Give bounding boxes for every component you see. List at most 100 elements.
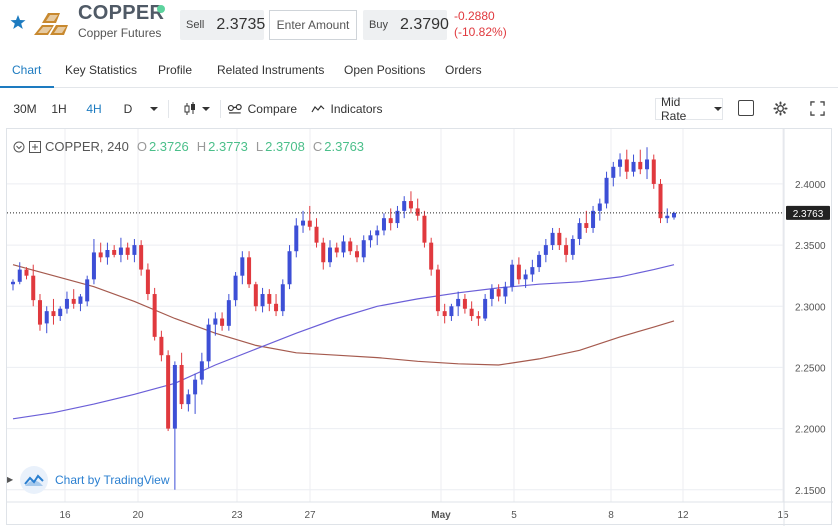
chart-style-toggle[interactable]	[738, 100, 754, 116]
candle-body	[152, 294, 157, 337]
candle-body	[314, 226, 319, 243]
amount-input[interactable]	[269, 10, 357, 40]
low-value: 2.3708	[265, 139, 305, 154]
chart-toolbar: 30M 1H 4H D Compare Indicators Mid Rate	[0, 95, 838, 123]
candle-body	[213, 318, 218, 325]
x-axis-tick-label: May	[431, 510, 451, 521]
candle-body	[328, 247, 333, 263]
market-status-dot	[157, 5, 165, 13]
tab-chart[interactable]: Chart	[12, 63, 42, 77]
chevron-down-icon	[202, 107, 210, 111]
high-label: H	[196, 139, 207, 154]
candle-body	[584, 223, 589, 228]
candle-body	[658, 183, 663, 219]
candle-body	[301, 220, 306, 226]
tab-related-instruments[interactable]: Related Instruments	[217, 63, 325, 77]
x-axis-tick-label: 23	[231, 510, 243, 521]
candle-body	[24, 269, 29, 276]
candle-body	[105, 249, 110, 258]
active-tab-indicator	[0, 86, 54, 88]
toolbar-divider	[220, 100, 221, 118]
candle-body	[139, 245, 144, 270]
candle-body	[321, 242, 326, 263]
candle-body	[381, 218, 386, 231]
buy-button[interactable]: Buy 2.3790	[363, 10, 449, 40]
x-axis-tick-label: 5	[511, 510, 517, 521]
add-symbol-icon[interactable]	[29, 140, 41, 153]
x-axis-tick-label: 12	[677, 510, 689, 521]
candle-body	[469, 308, 474, 317]
interval-4h-button[interactable]: 4H	[86, 102, 102, 116]
buy-price: 2.3790	[399, 16, 449, 33]
tab-open-positions[interactable]: Open Positions	[344, 63, 426, 77]
tab-orders[interactable]: Orders	[445, 63, 482, 77]
sell-button[interactable]: Sell 2.3735	[180, 10, 265, 40]
candlestick-chart[interactable]: 2.1500 2.2000 2.2500 2.3000 2.3500 2.4000 16 20…	[7, 129, 833, 526]
candle-body	[523, 274, 528, 280]
candle-body	[570, 238, 575, 255]
open-value: 2.3726	[148, 139, 189, 154]
y-axis-tick-label: 2.3000	[795, 302, 826, 313]
candle-body	[604, 177, 609, 204]
price-chart[interactable]: 2.1500 2.2000 2.2500 2.3000 2.3500 2.4000 16 20…	[6, 128, 833, 526]
candle-body	[294, 225, 299, 252]
candle-body	[402, 201, 407, 211]
candle-body	[125, 247, 130, 255]
candle-body	[537, 254, 542, 268]
candle-body	[64, 298, 69, 309]
candle-body	[78, 296, 83, 304]
scroll-left-icon[interactable]: ▶	[7, 475, 14, 484]
instrument-header: COPPER Copper Futures Sell 2.3735 Buy 2.…	[0, 0, 838, 52]
instrument-subtitle: Copper Futures	[78, 26, 162, 40]
change-percent: (-10.82%)	[454, 25, 507, 39]
price-type-value: Mid Rate	[661, 95, 687, 123]
tab-key-statistics[interactable]: Key Statistics	[65, 63, 138, 77]
low-label: L	[255, 139, 264, 154]
candle-body	[483, 298, 488, 319]
compare-button[interactable]: Compare	[227, 99, 297, 119]
candle-body	[10, 281, 16, 285]
tradingview-logo-icon	[20, 466, 48, 494]
price-type-dropdown[interactable]: Mid Rate	[655, 95, 723, 123]
candle-body	[591, 210, 596, 228]
y-axis-tick-label: 2.3500	[795, 241, 826, 252]
candle-body	[91, 252, 96, 280]
indicators-button[interactable]: Indicators	[311, 99, 383, 119]
candle-body	[98, 252, 103, 258]
candle-body	[354, 251, 359, 258]
candle-body	[260, 294, 265, 307]
gold-bars-icon	[34, 13, 68, 35]
tradingview-watermark[interactable]: Chart by TradingView	[19, 465, 170, 495]
interval-30m-button[interactable]: 30M	[13, 102, 37, 116]
chart-type-button[interactable]	[180, 99, 214, 119]
candle-body	[274, 303, 279, 312]
chart-legend: COPPER, 240 O 2.3726 H 2.3773 L 2.3708 C…	[13, 139, 364, 154]
compare-icon	[227, 104, 242, 114]
candle-body	[496, 289, 501, 297]
buy-label: Buy	[369, 19, 388, 31]
tab-profile[interactable]: Profile	[158, 63, 193, 77]
candle-body	[618, 159, 623, 167]
x-axis-tick-label: 16	[59, 510, 71, 521]
gear-icon[interactable]	[773, 101, 788, 116]
interval-d-button[interactable]: D	[123, 102, 133, 116]
candle-body	[287, 251, 292, 285]
star-icon[interactable]	[10, 14, 26, 30]
candle-body	[624, 159, 629, 172]
chevron-down-icon	[150, 107, 158, 111]
chevron-down-icon	[714, 107, 722, 111]
change-value: -0.2880	[454, 9, 495, 23]
candle-body	[530, 267, 535, 275]
interval-1h-button[interactable]: 1H	[51, 102, 67, 116]
indicators-icon	[311, 105, 325, 113]
candle-body	[58, 308, 63, 317]
fullscreen-icon[interactable]	[810, 101, 825, 116]
candle-body	[550, 232, 555, 246]
candle-body	[361, 240, 366, 258]
candle-body	[429, 242, 434, 270]
candle-body	[564, 245, 569, 255]
collapse-icon[interactable]	[13, 141, 25, 153]
candle-body	[240, 257, 245, 276]
candle-body	[510, 264, 515, 287]
interval-dropdown-button[interactable]	[146, 99, 162, 119]
